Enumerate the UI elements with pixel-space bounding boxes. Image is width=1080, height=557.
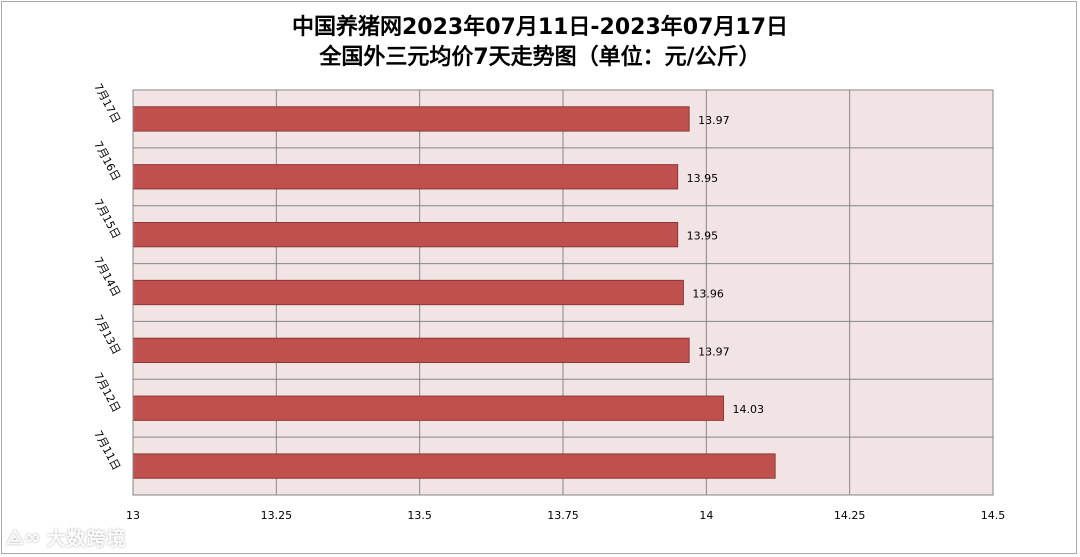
bar [132,164,679,190]
x-tick-label: 13.25 [261,509,293,522]
data-label: 13.95 [687,230,719,243]
data-label: 13.97 [698,345,730,358]
chart-title-line1: 中国养猪网2023年07月11日-2023年07月17日 [291,15,789,40]
y-category-label: 7月15日 [91,197,123,241]
y-category-label: 7月13日 [91,313,123,357]
x-tick-label: 13.5 [407,509,432,522]
data-label: 13.97 [698,114,730,127]
x-tick-label: 14.25 [834,509,866,522]
watermark: ⟁∞ 大数跨境 [6,522,127,552]
watermark-logo-icon: ⟁∞ [6,525,41,549]
bar [132,221,679,248]
x-tick-label: 13 [126,509,140,522]
y-category-label: 7月12日 [91,371,123,415]
y-category-label: 7月16日 [91,139,123,183]
x-tick-label: 13.75 [547,509,579,522]
bar [132,453,776,479]
data-label: 13.96 [692,288,724,301]
bar [132,279,684,306]
y-category-label: 7月11日 [91,428,123,472]
watermark-text: 大数跨境 [46,527,127,550]
y-category-label: 7月14日 [91,255,123,299]
x-tick-label: 14.5 [981,509,1006,522]
x-tick-label: 14 [699,509,713,522]
y-category-label: 7月17日 [91,81,123,125]
data-label: 14.03 [733,403,765,416]
data-label: 13.95 [687,172,719,185]
chart-title-line2: 全国外三元均价7天走势图（单位：元/公斤） [319,45,761,70]
bar [132,337,690,364]
bar [132,106,690,132]
bar [132,395,725,421]
plot-border [132,89,994,496]
